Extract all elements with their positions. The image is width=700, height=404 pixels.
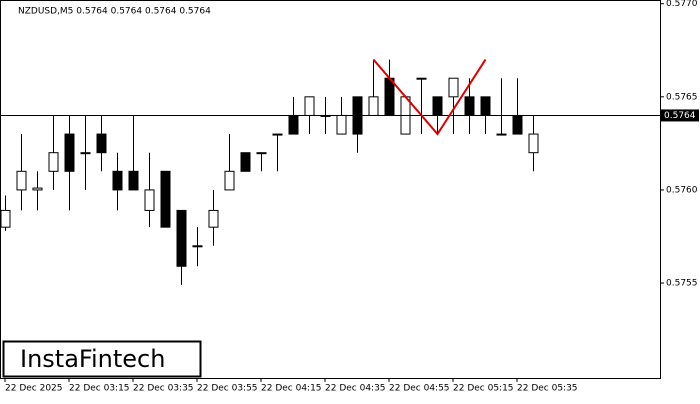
- candle-body: [336, 114, 347, 135]
- logo: InstaFintech: [20, 345, 165, 373]
- x-tick-label: 22 Dec 2025: [5, 384, 63, 394]
- candle-body: [112, 170, 123, 191]
- candle-body: [480, 96, 491, 116]
- candle-body: [240, 152, 251, 172]
- candle-body: [208, 209, 219, 228]
- candle-body: [128, 170, 139, 191]
- candle-body: [144, 189, 155, 211]
- x-tick-label: 22 Dec 04:35: [325, 384, 386, 394]
- candle-body: [384, 77, 395, 116]
- candle-body: [416, 77, 427, 80]
- candle-body: [224, 170, 235, 191]
- logo-box: [2, 340, 202, 378]
- y-tick-label: 0.5765: [666, 92, 698, 102]
- plot-frame: [0, 0, 661, 379]
- current-price-label: 0.5764: [664, 111, 696, 121]
- candle-body: [96, 133, 107, 154]
- candle-body: [160, 170, 171, 228]
- candle-body: [272, 133, 283, 136]
- candle-body: [16, 170, 27, 191]
- candle-body: [448, 77, 459, 98]
- candle-body: [464, 96, 475, 116]
- x-tick-label: 22 Dec 03:55: [197, 384, 258, 394]
- y-tick-label: 0.5755: [666, 279, 698, 289]
- candle-body: [496, 133, 507, 136]
- y-tick-label: 0.5760: [666, 185, 698, 195]
- candle-body: [288, 114, 299, 135]
- y-tick-label: 0.5770: [666, 0, 698, 9]
- candle-body: [256, 152, 267, 155]
- x-tick-label: 22 Dec 05:35: [517, 384, 578, 394]
- candle-body: [432, 96, 443, 116]
- candle-body: [176, 209, 187, 267]
- candle-body: [512, 114, 523, 135]
- candle-body: [0, 209, 11, 228]
- candle-body: [32, 187, 43, 191]
- chart-title: NZDUSD,M5 0.5764 0.5764 0.5764 0.5764: [18, 7, 211, 17]
- x-tick-label: 22 Dec 03:35: [133, 384, 194, 394]
- candle-body: [80, 152, 91, 155]
- candle-body: [64, 133, 75, 172]
- candle-body: [192, 245, 203, 248]
- x-tick-label: 22 Dec 04:15: [261, 384, 322, 394]
- x-tick-label: 22 Dec 04:55: [389, 384, 450, 394]
- candle-body: [304, 96, 315, 116]
- x-tick-label: 22 Dec 03:15: [69, 384, 130, 394]
- x-tick-label: 22 Dec 05:15: [453, 384, 514, 394]
- pattern-line: [372, 58, 487, 136]
- current-price-box: [661, 109, 699, 122]
- candle-body: [528, 133, 539, 154]
- candle-body: [48, 152, 59, 172]
- candle-body: [368, 96, 379, 116]
